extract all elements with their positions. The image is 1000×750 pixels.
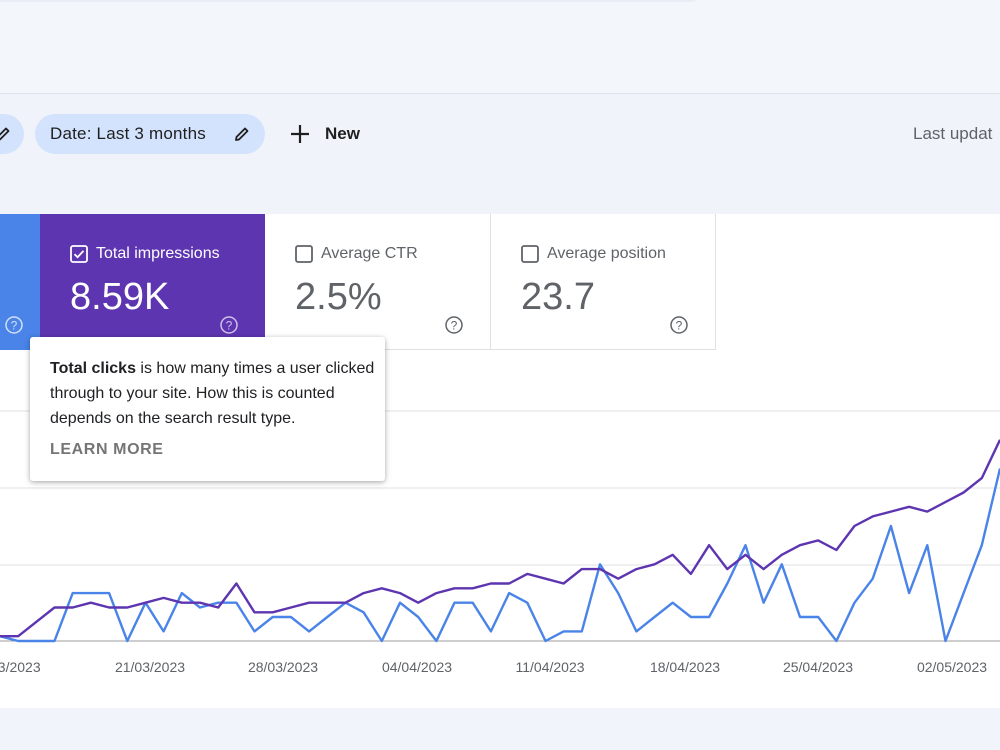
x-tick-label: 25/04/2023 [783, 659, 853, 675]
new-filter-label: New [325, 124, 360, 143]
metric-card-impressions[interactable]: Total impressions 8.59K ? [40, 214, 265, 350]
x-tick-label: 02/05/2023 [917, 659, 987, 675]
learn-more-link[interactable]: LEARN MORE [50, 441, 164, 458]
x-tick-label: 11/04/2023 [515, 659, 584, 675]
svg-text:?: ? [451, 319, 458, 333]
svg-text:?: ? [11, 319, 18, 333]
last-updated-text: Last updat [913, 124, 993, 143]
metric-label: Total impressions [96, 245, 220, 262]
plus-icon [287, 121, 313, 147]
metric-card-position[interactable]: Average position 23.7 ? [491, 214, 716, 350]
chart-svg: 03/2023 21/03/2023 28/03/2023 04/04/2023 11/… [0, 410, 1000, 675]
metric-card-ctr[interactable]: Average CTR 2.5% ? [265, 214, 491, 350]
header-area [0, 0, 1000, 94]
svg-text:?: ? [226, 319, 233, 333]
pencil-icon[interactable] [233, 125, 251, 148]
clicks-series-line[interactable] [0, 468, 1000, 643]
x-tick-label: 04/04/2023 [382, 659, 452, 675]
help-tooltip: Total clicks is how many times a user cl… [30, 337, 385, 481]
tooltip-text: Total clicks is how many times a user cl… [50, 356, 375, 431]
svg-text:?: ? [676, 319, 683, 333]
x-tick-label: 21/03/2023 [115, 659, 185, 675]
checkbox-checked-icon[interactable] [70, 245, 88, 263]
footer-area [0, 708, 1000, 750]
new-filter-button[interactable]: New [287, 114, 360, 154]
metric-value: 8.59K [70, 276, 170, 318]
divider [0, 93, 1000, 94]
help-icon[interactable]: ? [4, 315, 24, 335]
performance-chart[interactable]: 03/2023 21/03/2023 28/03/2023 04/04/2023 11/… [0, 380, 1000, 690]
x-tick-label: 28/03/2023 [248, 659, 318, 675]
metric-label: Average position [547, 245, 666, 262]
filter-row [0, 94, 1000, 214]
metric-value: 2.5% [295, 276, 382, 318]
metric-value: 23.7 [521, 276, 595, 318]
x-tick-label: 03/2023 [0, 659, 41, 675]
checkbox-icon[interactable] [521, 245, 539, 263]
metric-card-clicks[interactable]: ? [0, 214, 40, 350]
tooltip-term: Total clicks [50, 360, 136, 377]
impressions-series-line[interactable] [0, 439, 1000, 638]
tooltip-description: is how many times a user clicked through… [50, 360, 375, 427]
metric-label: Average CTR [321, 245, 418, 262]
help-icon[interactable]: ? [444, 315, 464, 335]
checkbox-icon[interactable] [295, 245, 313, 263]
date-filter-chip[interactable]: Date: Last 3 months [35, 114, 265, 154]
search-bar[interactable] [0, 0, 705, 2]
x-tick-label: 18/04/2023 [650, 659, 720, 675]
help-icon[interactable]: ? [219, 315, 239, 335]
date-filter-label: Date: Last 3 months [50, 124, 206, 143]
pencil-icon[interactable] [0, 125, 12, 148]
help-icon[interactable]: ? [669, 315, 689, 335]
